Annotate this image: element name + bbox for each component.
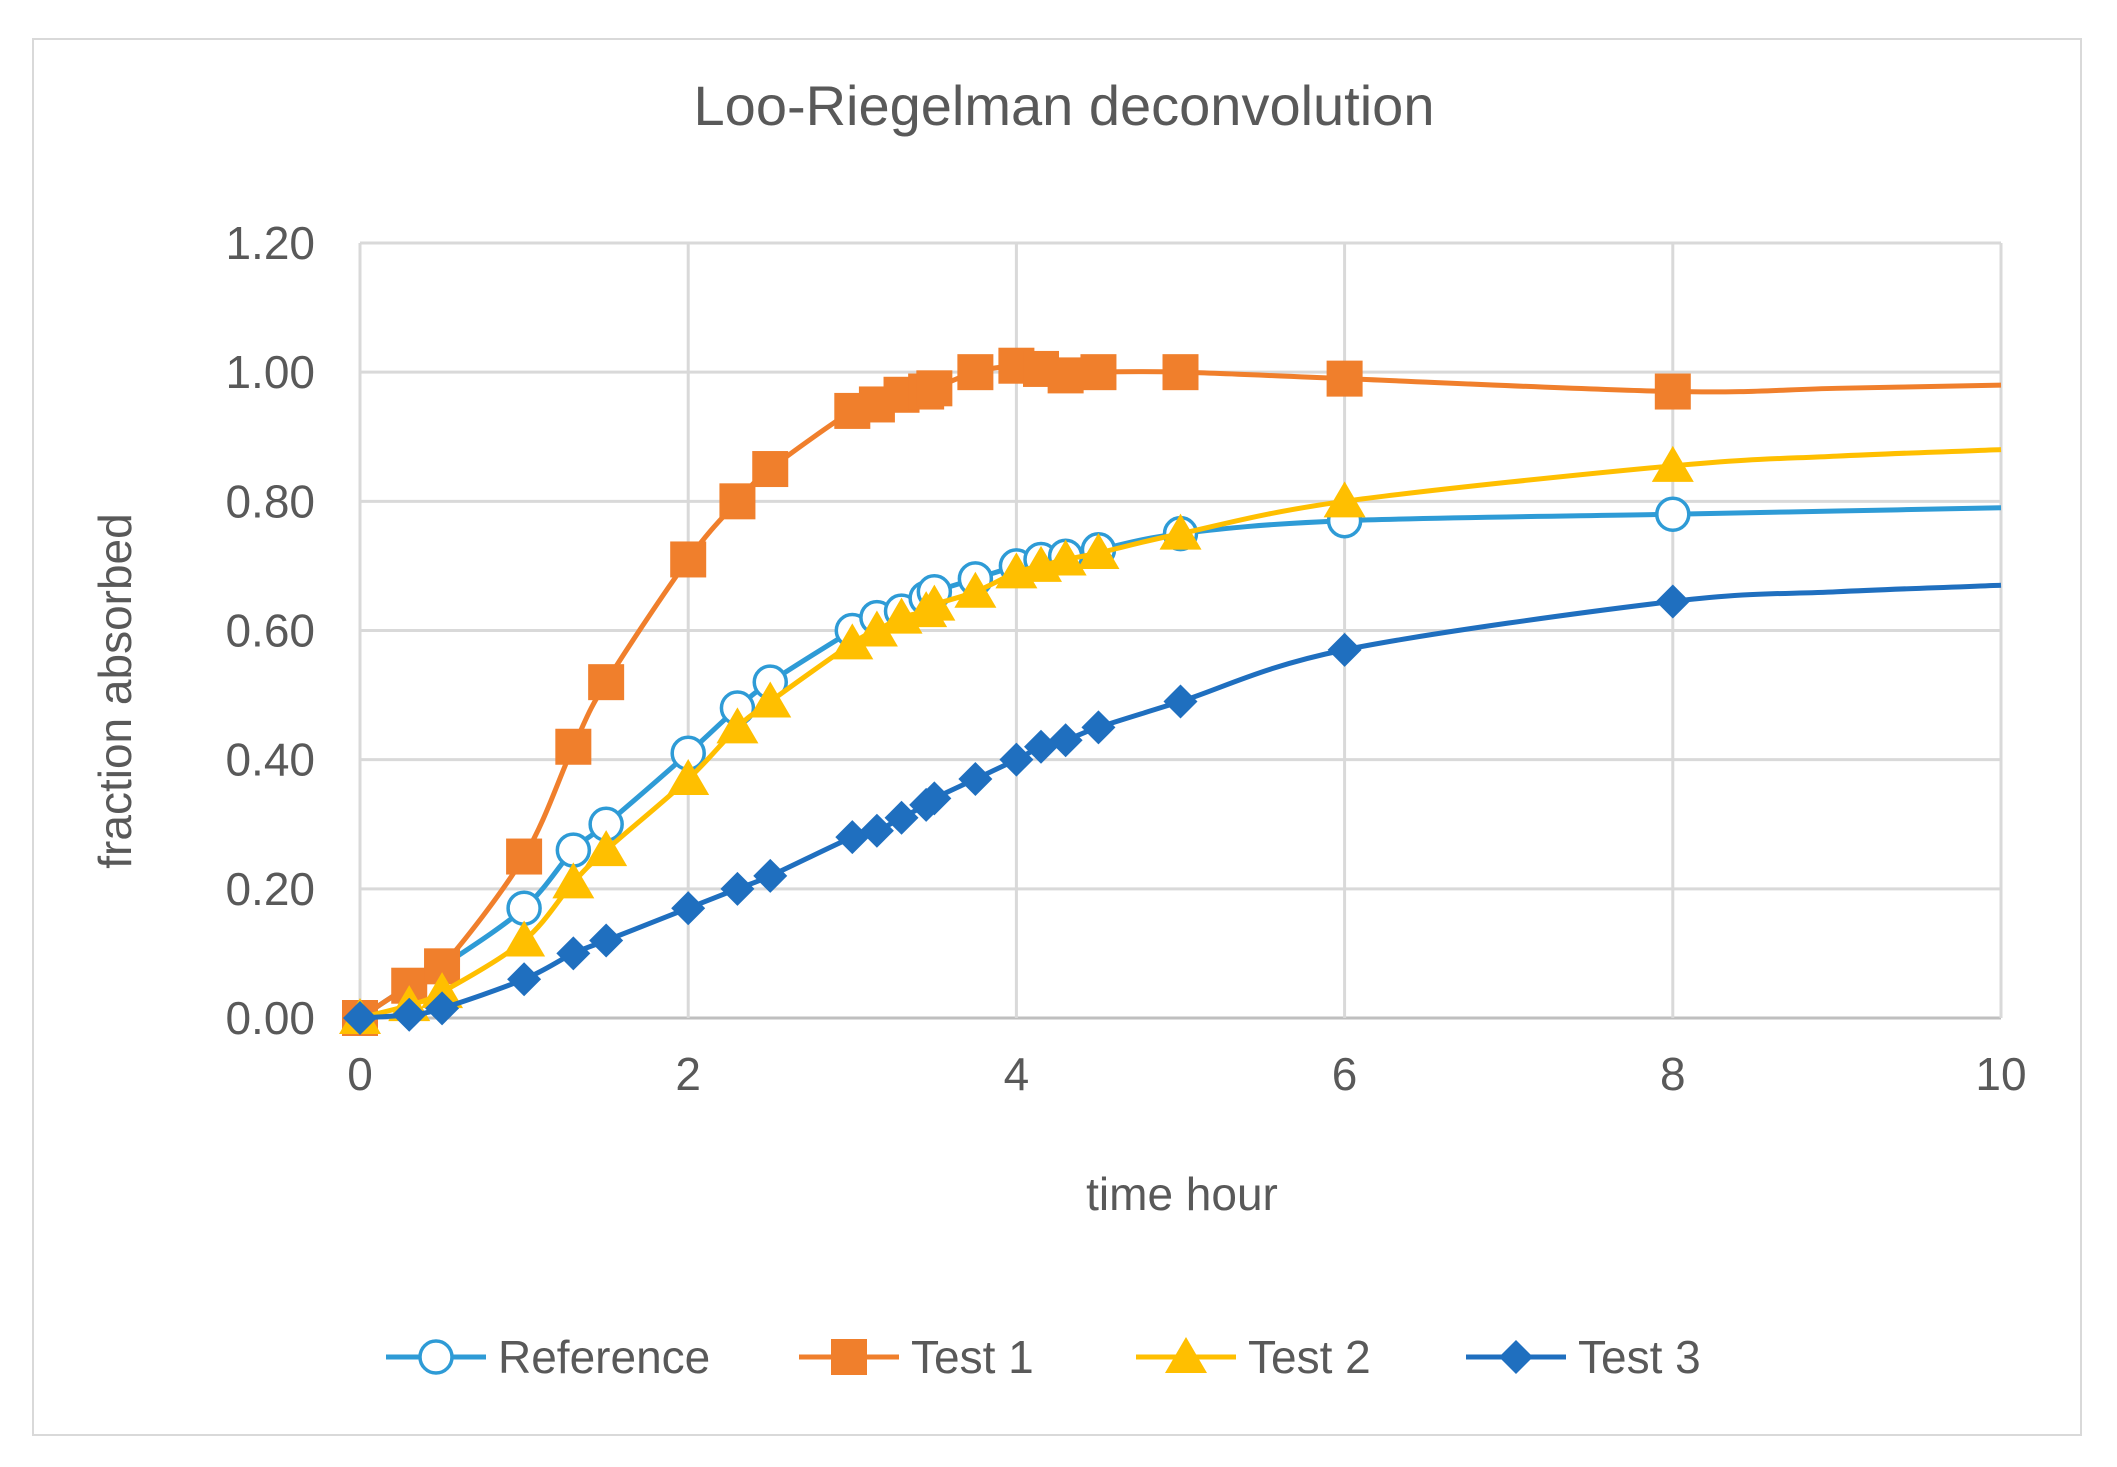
y-tick-label: 1.20 (225, 217, 315, 269)
data-point (884, 800, 919, 835)
data-point (552, 862, 595, 899)
data-point (507, 962, 542, 997)
legend-label: Test 3 (1578, 1331, 1701, 1383)
data-point (1651, 445, 1694, 482)
data-point (1048, 723, 1083, 758)
data-point (1655, 584, 1690, 619)
chart-frame: Loo-Riegelman deconvolution 0.00 0.20 0.40… (32, 38, 2082, 1436)
data-point (506, 890, 542, 926)
legend-item-test-3: Test 3 (1466, 1331, 1701, 1383)
series-layer (339, 347, 2002, 1036)
data-point (585, 830, 628, 867)
data-point (1326, 360, 1363, 397)
data-point (343, 1001, 377, 1035)
y-tick-label: 0.00 (225, 992, 315, 1044)
data-point (1077, 533, 1120, 569)
data-point (555, 728, 592, 765)
x-tick-label: 6 (1332, 1048, 1358, 1100)
y-tick-label: 0.80 (225, 475, 315, 527)
data-point (859, 813, 894, 848)
data-point (957, 354, 994, 391)
data-point (753, 858, 788, 893)
legend-marker (1165, 1337, 1207, 1373)
data-point (1163, 684, 1198, 719)
legend-marker (831, 1339, 867, 1375)
data-point (503, 920, 546, 957)
legend-marker (418, 1339, 454, 1375)
legend-item-test-2: Test 2 (1136, 1331, 1371, 1383)
data-point (1327, 632, 1362, 667)
data-point (588, 664, 625, 701)
legend-label: Test 1 (911, 1331, 1034, 1383)
data-point (1024, 729, 1059, 764)
data-point (1159, 513, 1202, 550)
x-tick-label: 8 (1660, 1048, 1686, 1100)
legend: Reference Test 1 Test 2 Test 3 (386, 1331, 1701, 1383)
data-point (1162, 354, 1199, 391)
x-tick-label: 0 (347, 1048, 373, 1100)
data-point (917, 781, 952, 816)
data-point (954, 571, 997, 608)
data-point (1081, 710, 1116, 745)
data-point (671, 891, 706, 926)
y-tick-label: 0.20 (225, 863, 315, 915)
data-point (913, 584, 956, 621)
series-test-1 (342, 347, 2002, 1036)
data-point (719, 483, 756, 520)
y-tick-label: 1.00 (225, 346, 315, 398)
legend-item-reference: Reference (386, 1331, 710, 1383)
y-tick-label: 0.40 (225, 734, 315, 786)
series-test-2 (339, 445, 2002, 1034)
chart-svg: Loo-Riegelman deconvolution 0.00 0.20 0.40… (89, 74, 2027, 1383)
legend-item-test-1: Test 1 (799, 1331, 1034, 1383)
data-point (556, 936, 591, 971)
data-point (1654, 373, 1691, 410)
data-point (752, 451, 789, 488)
data-point (506, 838, 543, 875)
data-point (1655, 496, 1691, 532)
x-tick-label: 10 (1975, 1048, 2026, 1100)
data-point (589, 923, 624, 958)
x-tick-label: 2 (675, 1048, 701, 1100)
legend-marker (1499, 1340, 1533, 1374)
data-point (425, 991, 460, 1026)
data-point (1323, 481, 1366, 518)
legend-label: Test 2 (1248, 1331, 1371, 1383)
data-point (855, 610, 898, 647)
series-test-3 (343, 582, 2002, 1035)
legend-label: Reference (498, 1331, 710, 1383)
data-point (749, 681, 792, 718)
data-point (670, 541, 707, 578)
x-axis-label: time hour (1086, 1168, 1278, 1220)
data-point (667, 759, 710, 796)
data-point (421, 972, 464, 1009)
data-point (1080, 354, 1117, 391)
data-point (831, 623, 874, 660)
data-point (958, 762, 993, 797)
series-reference (342, 496, 2002, 1036)
data-point (716, 707, 759, 744)
data-point (916, 370, 953, 407)
data-point (835, 820, 870, 855)
chart-title: Loo-Riegelman deconvolution (694, 74, 1435, 137)
y-tick-label: 0.60 (225, 605, 315, 657)
data-point (1044, 539, 1087, 576)
data-point (1047, 357, 1084, 394)
data-point (999, 742, 1034, 777)
y-axis-ticks: 0.00 0.20 0.40 0.60 0.80 1.00 1.20 (225, 217, 315, 1044)
data-point (720, 871, 755, 906)
y-axis-label: fraction absorbed (89, 513, 141, 868)
data-point (392, 997, 427, 1032)
data-point (555, 832, 592, 868)
x-axis-ticks: 0 2 4 6 8 10 (347, 1048, 2026, 1100)
x-tick-label: 4 (1004, 1048, 1030, 1100)
